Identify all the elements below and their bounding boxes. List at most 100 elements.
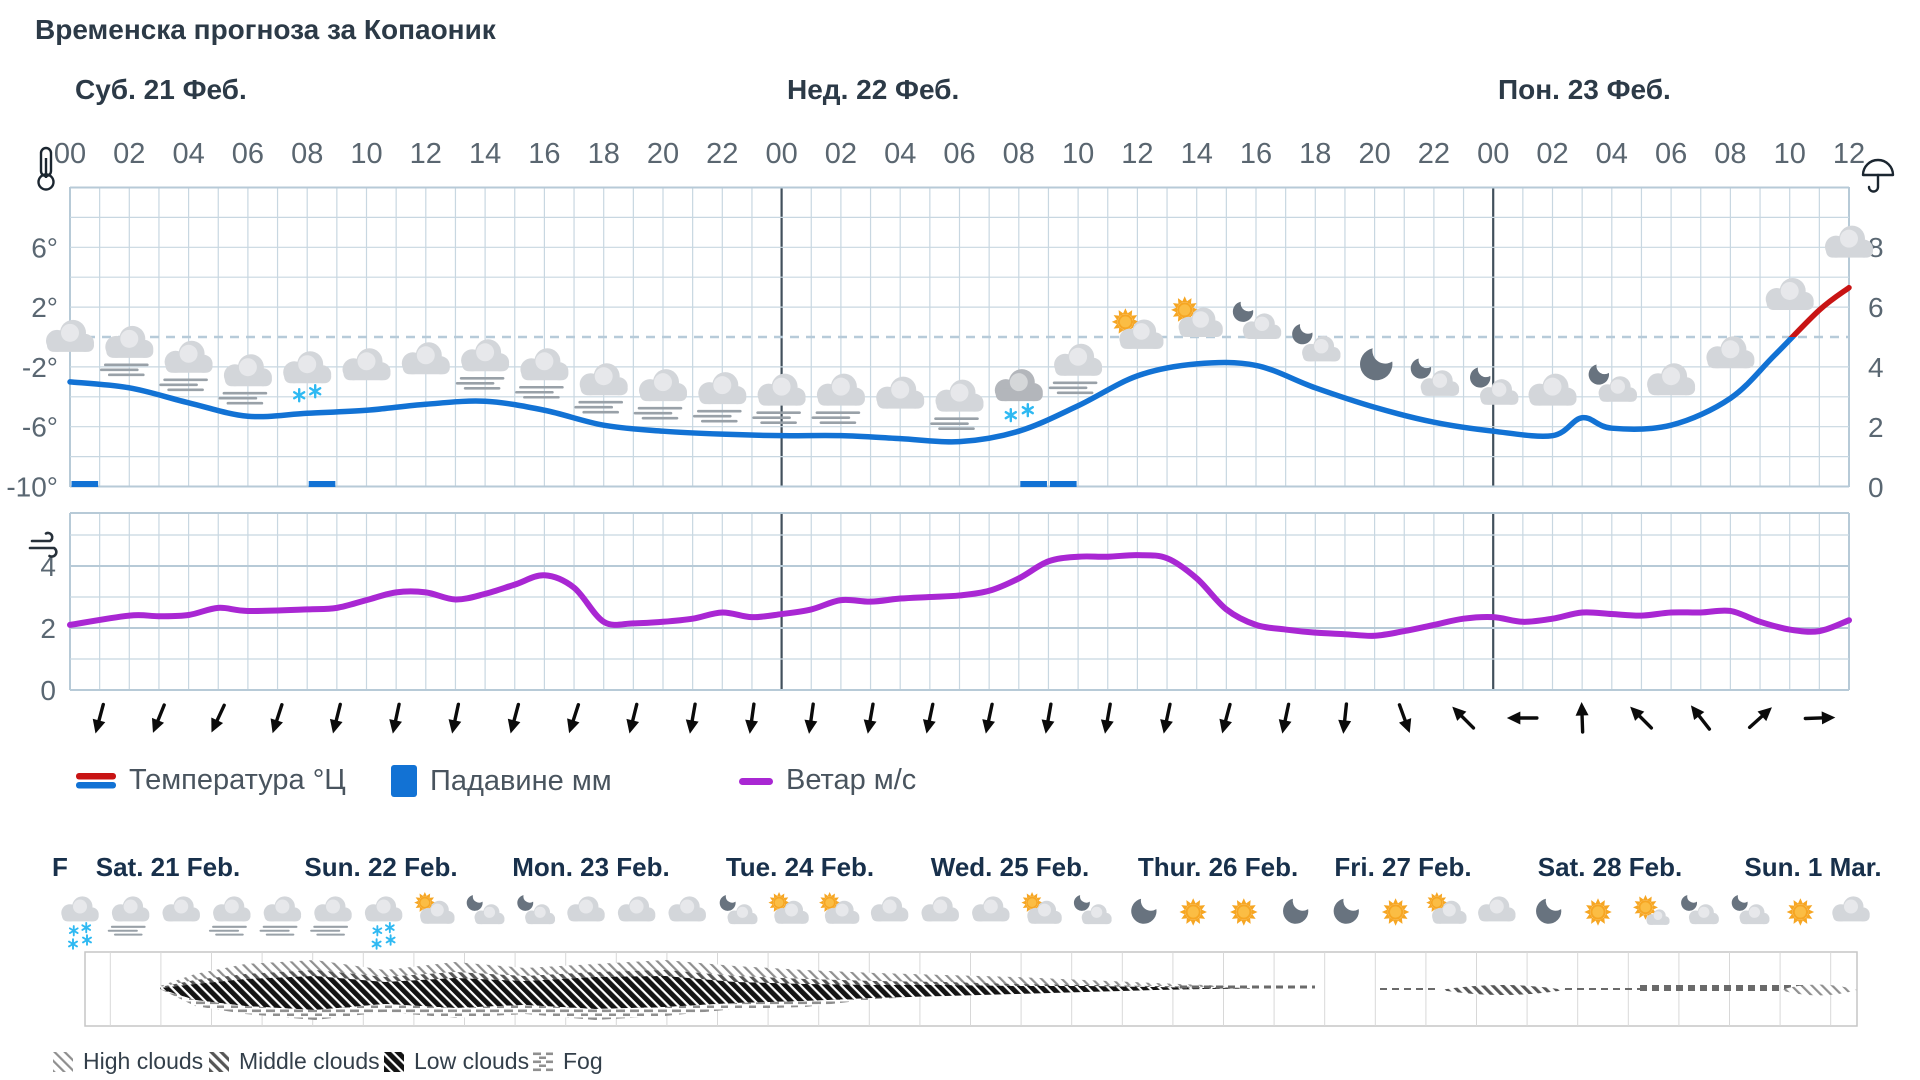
temperature-tick: -6° — [22, 412, 58, 443]
hour-label: 18 — [588, 138, 620, 170]
daily-moon-icon — [1536, 898, 1562, 924]
hour-label: 10 — [1062, 138, 1094, 170]
wind-direction-arrow — [270, 702, 284, 734]
forecast-cloud-snow-icon — [283, 351, 332, 403]
wind-direction-arrow — [1219, 702, 1232, 734]
cloud-legend-middle: Middle clouds — [208, 1048, 380, 1075]
forecast-cloud-fog-icon — [515, 348, 569, 399]
daily-sun-cloud-peek-icon — [1632, 894, 1670, 925]
wind-direction-arrow — [448, 702, 462, 734]
legend-wind: Ветар м/с — [738, 764, 916, 797]
hour-label: 06 — [1655, 138, 1687, 170]
wind-swatch-icon — [739, 777, 773, 785]
snowflake-icon — [68, 938, 78, 950]
wind-direction-arrow — [1397, 703, 1412, 734]
fog-swatch-icon — [533, 1051, 553, 1072]
wind-speed-line — [67, 552, 1852, 639]
forecast-moon-cloud-icon — [1470, 367, 1519, 405]
hour-label: 14 — [1181, 138, 1213, 170]
forecast-cloud-icon — [1706, 336, 1755, 369]
hour-label: 12 — [1121, 138, 1153, 170]
cloud-legend-fog: Fog — [532, 1048, 603, 1075]
legend-precipitation: Падавине мм — [390, 764, 612, 798]
precipitation-swatch-icon — [391, 765, 417, 797]
forecast-cloud-fog-icon — [100, 325, 154, 377]
page-title: Временска прогноза за Копаоник — [35, 14, 496, 45]
daily-moon-cloud-icon — [1731, 895, 1770, 925]
forecast-cloud-fog-icon — [633, 369, 687, 420]
day-header-sat: Суб. 21 Феб. — [75, 74, 247, 105]
precipitation-bar — [1049, 481, 1077, 487]
wind-direction-arrow — [1630, 706, 1654, 730]
hour-label: 02 — [825, 138, 857, 170]
low-clouds-swatch-icon — [384, 1051, 404, 1072]
wind-direction-arrow — [389, 702, 402, 734]
snowflake-icon — [385, 934, 396, 946]
wind-direction-arrow — [1100, 702, 1114, 734]
snowflake-icon — [1004, 407, 1017, 423]
daily-snow-markers — [371, 934, 396, 950]
forecast-cloud-fog-icon — [811, 373, 865, 424]
daily-moon-cloud-icon — [1073, 895, 1112, 925]
hour-label: 20 — [647, 138, 679, 170]
precipitation-tick: 6 — [1868, 292, 1884, 323]
snowflake-icon — [68, 925, 79, 937]
daily-cloud-fog-icon — [310, 896, 352, 936]
cloud-cover-band — [160, 988, 1250, 1020]
wind-tick: 4 — [40, 551, 56, 582]
daily-cloud-icon — [870, 896, 909, 922]
hour-label: 02 — [113, 138, 145, 170]
temperature-tick: -10° — [6, 472, 58, 503]
precipitation-tick: 8 — [1868, 232, 1884, 263]
temperature-swatch-icon — [76, 772, 116, 788]
wind-direction-arrow — [1452, 706, 1476, 730]
bottom-day-label: Sat. 28 Feb. — [1538, 852, 1683, 882]
precipitation-tick: 4 — [1868, 352, 1884, 383]
daily-snow-markers — [68, 934, 92, 950]
daily-cloud-icon — [1478, 896, 1516, 922]
bottom-day-label: F — [52, 852, 68, 882]
daily-cloud-fog-icon — [107, 896, 150, 936]
daily-sun-icon — [1381, 898, 1410, 926]
wind-tick: 2 — [40, 613, 56, 644]
forecast-moon-cloud-icon — [1588, 364, 1637, 402]
daily-cloud-snow-icon — [364, 896, 403, 937]
precipitation-bar — [71, 481, 99, 487]
wind-direction-arrow — [1041, 702, 1055, 734]
cloud-cover-band — [160, 970, 1250, 988]
temperature-tick: -2° — [22, 352, 58, 383]
hour-label: 08 — [291, 138, 323, 170]
forecast-cloud-icon — [46, 319, 94, 352]
snowflake-icon — [385, 921, 395, 934]
snowflake-icon — [82, 934, 92, 946]
wind-direction-arrow — [1506, 711, 1539, 725]
wind-direction-arrow — [685, 702, 699, 734]
hour-label: 10 — [1774, 138, 1806, 170]
forecast-cloud-icon — [1647, 363, 1696, 396]
day-header-mon: Пон. 23 Феб. — [1498, 74, 1671, 105]
precipitation-tick: 0 — [1868, 472, 1884, 503]
hour-label: 10 — [350, 138, 382, 170]
forecast-cloud-fog-icon — [752, 373, 806, 424]
middle-clouds-swatch-icon — [209, 1051, 229, 1072]
hour-label: 14 — [469, 138, 501, 170]
hour-label: 04 — [1596, 138, 1628, 170]
daily-moon-icon — [1333, 898, 1359, 924]
hour-label: 16 — [528, 138, 560, 170]
wind-direction-arrow — [1278, 702, 1292, 734]
wind-direction-arrow — [1690, 705, 1712, 731]
bottom-day-label: Mon. 23 Feb. — [512, 852, 669, 882]
hour-label: 18 — [1299, 138, 1331, 170]
snowflake-icon — [309, 384, 322, 399]
forecast-cloud-fog-icon — [574, 363, 628, 414]
forecast-cloud-fog-icon — [930, 379, 984, 430]
hour-label: 06 — [943, 138, 975, 170]
forecast-moon-cloud-icon — [1232, 301, 1282, 340]
forecast-cloud-icon — [1825, 225, 1873, 258]
daily-cloud-icon — [921, 896, 959, 922]
forecast-cloud-fog-icon — [1048, 343, 1103, 395]
daily-cloud-icon — [1832, 896, 1870, 922]
daily-sun-cloud-icon — [1426, 892, 1467, 924]
hour-label: 22 — [1418, 138, 1450, 170]
